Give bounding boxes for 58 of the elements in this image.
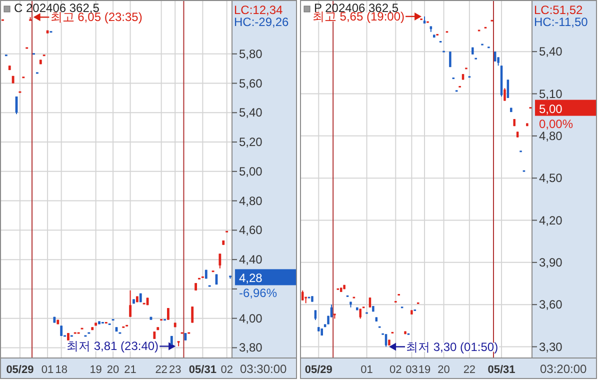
x-tick-label: 02 bbox=[390, 364, 402, 376]
x-tick-label: 05/31 bbox=[188, 364, 216, 376]
y-tick-label: 3,80 bbox=[239, 340, 263, 355]
candlestick bbox=[506, 79, 510, 98]
y-tick-label: 4,20 bbox=[539, 213, 563, 228]
text: LC:12,34 bbox=[234, 3, 284, 17]
y-tick-label: 5,60 bbox=[239, 76, 263, 90]
annotation: 최저 3,81 (23:40) bbox=[66, 339, 159, 354]
x-tick-label: 05/31 bbox=[488, 364, 516, 376]
x-tick-label: 21 bbox=[124, 364, 136, 376]
x-tick-label: 20 bbox=[106, 364, 120, 376]
candlestick bbox=[167, 308, 170, 320]
x-tick-label: 02 bbox=[220, 364, 233, 376]
candlestick bbox=[191, 306, 194, 324]
candlestick bbox=[384, 334, 388, 348]
y-tick-label: 4,00 bbox=[239, 311, 263, 326]
candlestick bbox=[494, 51, 496, 62]
candlestick bbox=[60, 325, 63, 336]
x-tick-label: 19 bbox=[418, 364, 431, 376]
x-tick-label: 01 bbox=[41, 364, 54, 376]
y-tick-label: 5,20 bbox=[239, 135, 263, 150]
y-tick-label: 4,60 bbox=[239, 223, 263, 238]
x-tick-label: 01 bbox=[360, 364, 373, 376]
x-tick-label: 22 bbox=[463, 364, 476, 376]
y-tick-label: 5,10 bbox=[539, 86, 563, 101]
text: 03:20:00 bbox=[540, 362, 588, 376]
candlestick bbox=[449, 51, 452, 68]
x-tick-label: 18 bbox=[55, 364, 68, 376]
y-tick-label: 5,40 bbox=[539, 44, 563, 59]
x-tick-label: 23 bbox=[168, 364, 182, 376]
x-tick-label: 19 bbox=[90, 364, 102, 376]
x-tick-label: 03 bbox=[406, 364, 418, 376]
y-tick-label: 4,40 bbox=[239, 252, 263, 267]
text: -6,96% bbox=[239, 286, 278, 300]
candlestick bbox=[504, 88, 506, 102]
candlestick bbox=[129, 290, 132, 318]
y-tick-label: 3,90 bbox=[539, 255, 563, 270]
y-tick-label: 3,30 bbox=[539, 340, 563, 354]
text: 0,00% bbox=[539, 116, 574, 131]
text: LC:51,52 bbox=[534, 3, 584, 17]
text: HC:-11,50 bbox=[534, 15, 588, 29]
y-tick-label: 5,00 bbox=[239, 164, 263, 178]
candlestick bbox=[218, 253, 222, 269]
x-tick-label: 05/29 bbox=[304, 364, 332, 376]
text: HC:-29,26 bbox=[234, 15, 290, 29]
y-tick-label: 3,60 bbox=[539, 298, 563, 312]
y-tick-label: 5,40 bbox=[239, 106, 263, 120]
y-tick-label: 4,50 bbox=[539, 171, 563, 186]
y-tick-label: 5,80 bbox=[239, 46, 263, 61]
y-tick-label: 4,80 bbox=[539, 128, 563, 143]
text: 03:30:00 bbox=[240, 362, 288, 376]
x-tick-label: 22 bbox=[155, 364, 168, 376]
y-tick-label: 4,80 bbox=[239, 194, 263, 208]
candlestick bbox=[368, 297, 372, 308]
x-tick-label: 20 bbox=[438, 364, 450, 376]
text: 4,28 bbox=[239, 271, 263, 286]
annotation: 최저 3,30 (01:50) bbox=[406, 340, 498, 354]
x-tick-label: 05/29 bbox=[6, 364, 34, 376]
